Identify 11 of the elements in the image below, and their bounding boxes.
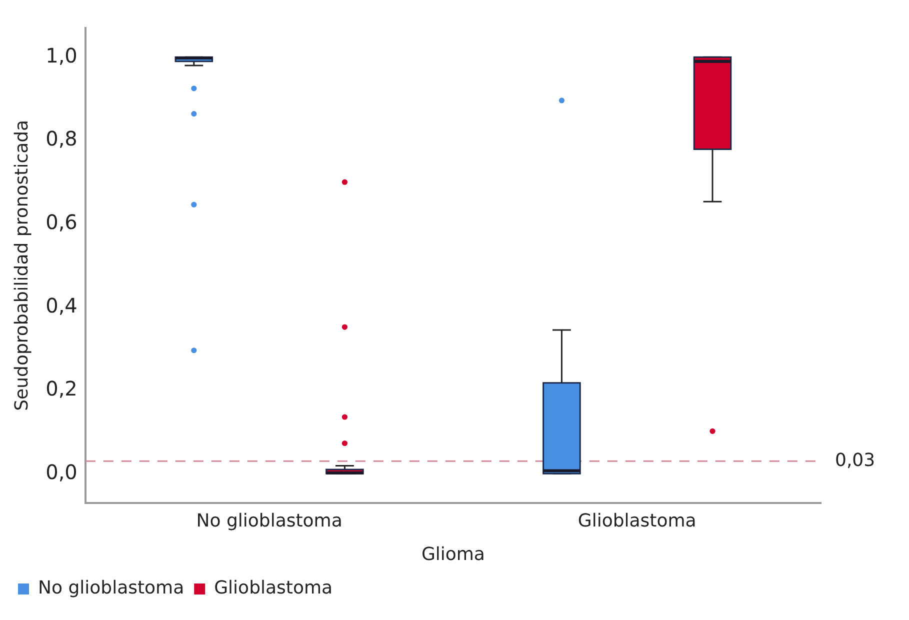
ref-line-label: 0,03 [835, 450, 876, 471]
y-tick-label: 0,0 [46, 460, 78, 484]
y-tick-label: 0,4 [46, 293, 78, 318]
y-tick-label: 0,6 [46, 210, 78, 234]
legend-label: Glioblastoma [214, 578, 333, 599]
legend-label: No glioblastoma [38, 578, 184, 599]
y-axis-title: Seudoprobabilidad pronosticada [11, 120, 32, 411]
x-axis-title: Glioma [421, 544, 485, 565]
y-tick-label: 0,2 [46, 376, 78, 401]
y-tick-label: 1,0 [46, 43, 78, 68]
y-tick-label: 0,8 [46, 126, 78, 151]
